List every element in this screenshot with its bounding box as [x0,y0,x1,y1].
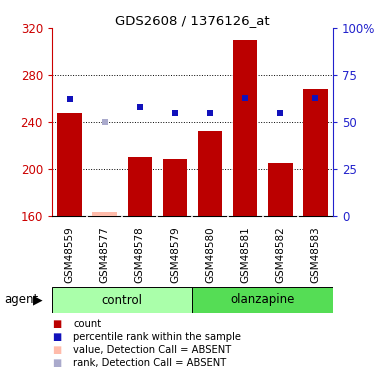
FancyBboxPatch shape [192,287,333,313]
Text: ■: ■ [52,358,61,368]
Text: percentile rank within the sample: percentile rank within the sample [73,332,241,342]
Text: ■: ■ [52,320,61,329]
Text: count: count [73,320,101,329]
Bar [127,157,152,216]
Bar [268,163,293,216]
Text: GSM48578: GSM48578 [135,226,145,283]
Text: olanzapine: olanzapine [231,294,295,306]
FancyBboxPatch shape [52,287,192,313]
Text: GSM48579: GSM48579 [170,226,180,283]
Text: value, Detection Call = ABSENT: value, Detection Call = ABSENT [73,345,231,355]
Text: rank, Detection Call = ABSENT: rank, Detection Call = ABSENT [73,358,226,368]
Title: GDS2608 / 1376126_at: GDS2608 / 1376126_at [115,14,270,27]
Text: ▶: ▶ [32,294,42,306]
Bar [303,89,328,216]
Text: ■: ■ [52,345,61,355]
Bar [233,40,258,216]
Bar [57,112,82,216]
Bar [198,131,223,216]
Bar [92,212,117,216]
Text: GSM48581: GSM48581 [240,226,250,283]
Text: GSM48559: GSM48559 [65,226,75,283]
Bar [162,159,187,216]
Text: GSM48583: GSM48583 [310,226,320,283]
Text: GSM48577: GSM48577 [100,226,110,283]
Text: GSM48582: GSM48582 [275,226,285,283]
Text: agent: agent [4,294,38,306]
Text: control: control [102,294,143,306]
Text: GSM48580: GSM48580 [205,226,215,283]
Text: ■: ■ [52,332,61,342]
